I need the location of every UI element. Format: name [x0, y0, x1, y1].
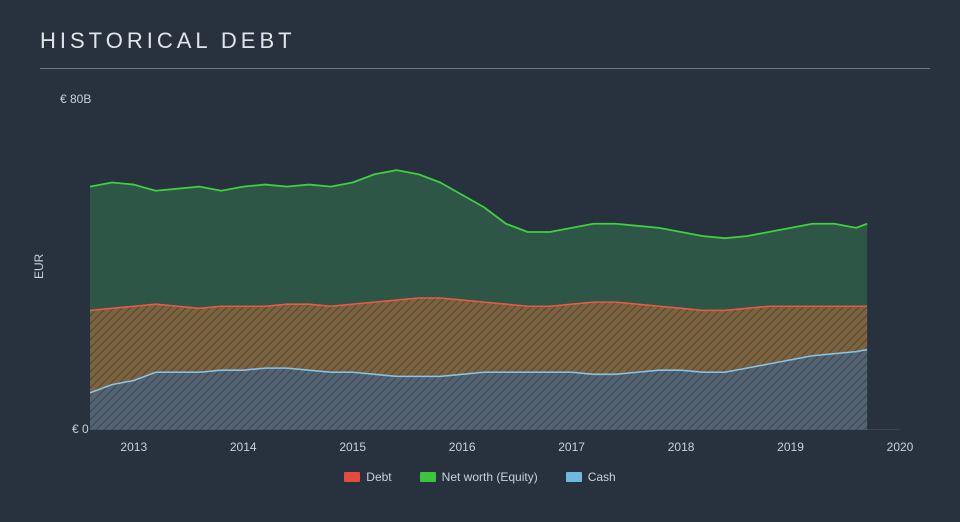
- legend-swatch: [420, 472, 436, 482]
- xaxis-tick: 2018: [668, 440, 695, 454]
- yaxis-title: EUR: [32, 254, 46, 279]
- title-underline: [40, 68, 930, 69]
- legend-swatch: [566, 472, 582, 482]
- legend-item: Cash: [566, 470, 616, 484]
- legend-swatch: [344, 472, 360, 482]
- plot-area: [90, 100, 900, 430]
- legend-label: Cash: [588, 470, 616, 484]
- yaxis-label-min: € 0: [72, 422, 89, 436]
- xaxis-tick: 2013: [120, 440, 147, 454]
- legend-label: Net worth (Equity): [442, 470, 538, 484]
- yaxis-label-max: € 80B: [60, 92, 91, 106]
- chart-title: HISTORICAL DEBT: [40, 28, 296, 54]
- xaxis-tick: 2020: [887, 440, 914, 454]
- area-equity: [90, 170, 867, 310]
- xaxis-tick: 2015: [339, 440, 366, 454]
- xaxis-tick: 2014: [230, 440, 257, 454]
- chart-root: HISTORICAL DEBT € 80B € 0 EUR 2013 2014 20…: [0, 0, 960, 522]
- xaxis-tick: 2019: [777, 440, 804, 454]
- legend-label: Debt: [366, 470, 391, 484]
- xaxis-tick: 2017: [558, 440, 585, 454]
- legend: Debt Net worth (Equity) Cash: [0, 470, 960, 484]
- legend-item: Debt: [344, 470, 391, 484]
- x-axis: 20132014201520162017201820192020: [90, 440, 900, 460]
- xaxis-tick: 2016: [449, 440, 476, 454]
- legend-item: Net worth (Equity): [420, 470, 538, 484]
